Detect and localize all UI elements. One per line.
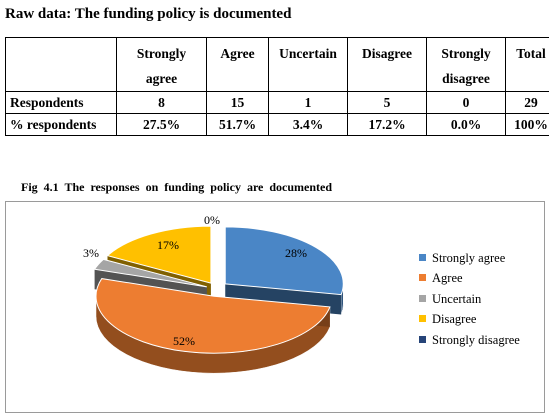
data-label: 28% xyxy=(285,246,307,260)
chart-legend: Strongly agree Agree Uncertain Disagree Stro… xyxy=(419,251,520,347)
table-cell: 3.4% xyxy=(268,113,348,136)
table-header-row: Strongly agree Agree Uncertain Disagree S… xyxy=(5,37,549,92)
pie-chart-frame: 28% 52% 3% 17% 0% Strongly agree Agree Uncertai… xyxy=(5,201,545,413)
legend-item: Disagree xyxy=(432,312,477,326)
header-cell: Disagree xyxy=(347,37,427,92)
data-label: 52% xyxy=(173,334,195,348)
header-cell: Agree xyxy=(206,37,269,92)
slice-agree xyxy=(95,278,331,354)
data-label: 17% xyxy=(157,238,179,252)
table-cell: 8 xyxy=(116,91,207,114)
table-cell: 27.5% xyxy=(116,113,207,136)
legend-swatch xyxy=(419,336,426,343)
row-label: Respondents xyxy=(5,91,117,114)
table-cell: 17.2% xyxy=(347,113,427,136)
data-label: 3% xyxy=(83,246,99,260)
legend-item: Strongly agree xyxy=(432,251,506,265)
table-cell: 29 xyxy=(505,91,549,114)
slice-strongly-agree xyxy=(224,226,344,296)
legend-swatch xyxy=(419,295,426,302)
slice-uncertain xyxy=(93,258,207,288)
pie-chart: 28% 52% 3% 17% 0% Strongly agree Agree Uncertai… xyxy=(83,213,520,374)
page-heading: Raw data: The funding policy is document… xyxy=(5,6,292,22)
legend-item: Uncertain xyxy=(432,292,482,306)
legend-swatch xyxy=(419,315,426,322)
legend-swatch xyxy=(419,254,426,261)
row-label: % respondents xyxy=(5,113,117,136)
table-row: Respondents 8 15 1 5 0 29 xyxy=(5,91,549,114)
header-cell: Strongly agree xyxy=(116,37,207,92)
header-cell-empty xyxy=(5,37,117,92)
legend-swatch xyxy=(419,274,426,281)
header-cell: Strongly disagree xyxy=(426,37,506,92)
raw-data-table: Strongly agree Agree Uncertain Disagree S… xyxy=(5,37,549,136)
table-cell: 15 xyxy=(206,91,269,114)
table-cell: 0 xyxy=(426,91,506,114)
table-cell: 51.7% xyxy=(206,113,269,136)
table-cell: 0.0% xyxy=(426,113,506,136)
header-cell: Total xyxy=(505,37,549,92)
legend-item: Strongly disagree xyxy=(432,333,520,347)
table-row: % respondents 27.5% 51.7% 3.4% 17.2% 0.0… xyxy=(5,113,549,136)
table-cell: 100% xyxy=(505,113,549,136)
data-label: 0% xyxy=(204,213,220,227)
pie-tops xyxy=(93,225,344,354)
legend-item: Agree xyxy=(432,271,463,285)
table-cell: 5 xyxy=(347,91,427,114)
figure-caption: Fig 4.1 The responses on funding policy … xyxy=(21,180,333,194)
slice-disagree xyxy=(106,225,212,284)
table-cell: 1 xyxy=(268,91,348,114)
header-cell: Uncertain xyxy=(268,37,348,92)
